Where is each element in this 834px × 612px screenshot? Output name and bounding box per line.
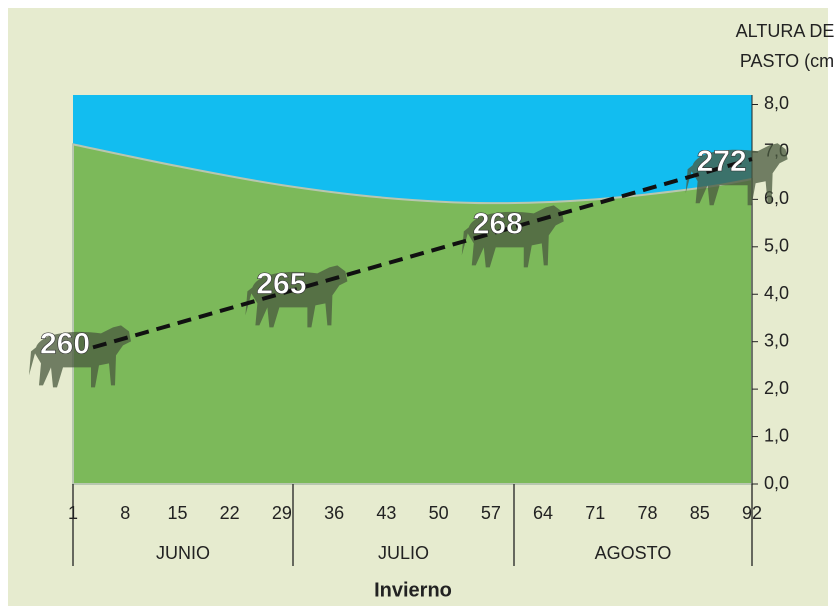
x-tick-label: 15: [167, 503, 187, 523]
x-tick-label: 22: [220, 503, 240, 523]
x-tick-label: 92: [742, 503, 762, 523]
x-tick-label: 29: [272, 503, 292, 523]
x-tick-label: 57: [481, 503, 501, 523]
cow-weight: 265: [256, 267, 306, 300]
x-tick-label: 78: [638, 503, 658, 523]
cow: [245, 265, 348, 328]
y-tick-label: 0,0: [764, 473, 789, 493]
area: [72, 143, 753, 485]
cow: [685, 143, 788, 206]
x-tick-label: 1: [68, 503, 78, 523]
y-label: PASTO (cm): [740, 51, 834, 71]
cow: [29, 325, 131, 388]
y-label: ALTURA DEL: [736, 21, 834, 41]
season-label: Invierno: [374, 579, 452, 601]
y-tick-label: 5,0: [764, 236, 789, 256]
x-tick-label: 50: [429, 503, 449, 523]
y-tick-label: 1,0: [764, 425, 789, 445]
month-label: JULIO: [378, 543, 429, 563]
y-tick-label: 4,0: [764, 283, 789, 303]
cow-weight: 272: [697, 145, 747, 178]
x-tick-label: 43: [376, 503, 396, 523]
month-label: JUNIO: [156, 543, 210, 563]
x-tick-label: 64: [533, 503, 553, 523]
y-tick-label: 8,0: [764, 93, 789, 113]
x-tick-label: 85: [690, 503, 710, 523]
y-tick-label: 3,0: [764, 330, 789, 350]
trend-line: [92, 157, 753, 350]
x-tick-label: 8: [120, 503, 130, 523]
y-tick-label: 2,0: [764, 378, 789, 398]
cow-weight: 268: [473, 207, 523, 240]
x-tick-label: 71: [585, 503, 605, 523]
month-label: AGOSTO: [595, 543, 672, 563]
x-tick-label: 36: [324, 503, 344, 523]
cow-weight: 260: [40, 327, 90, 360]
